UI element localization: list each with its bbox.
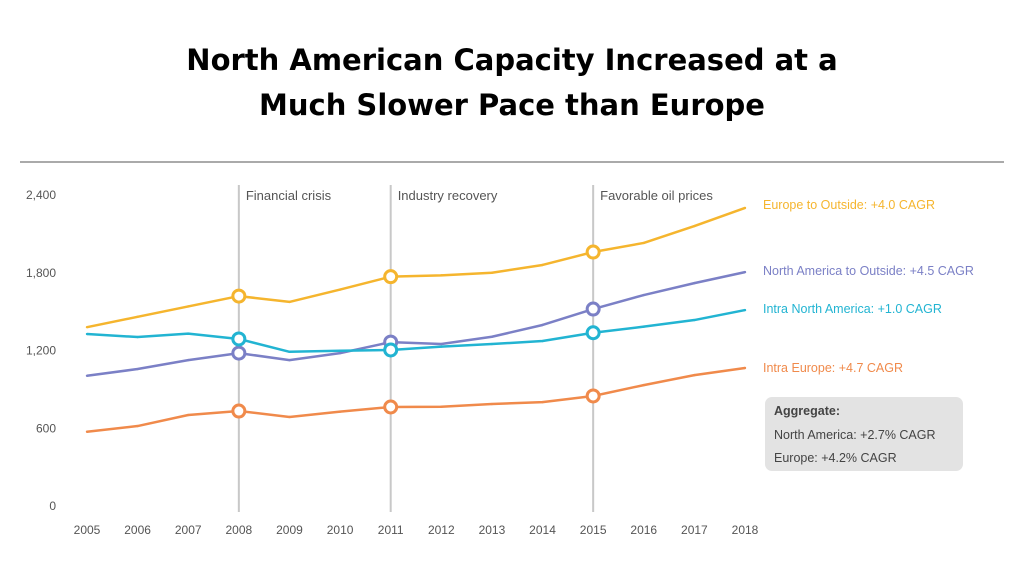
data-point [642, 293, 645, 297]
data-point [743, 366, 747, 370]
data-point [136, 367, 139, 371]
x-tick-label: 2005 [74, 523, 101, 537]
data-point [440, 274, 443, 277]
series-label: Europe to Outside: +4.0 CAGR [763, 198, 935, 212]
chart-title: North American Capacity Increased at a M… [0, 38, 1024, 128]
data-point-marker [231, 403, 247, 419]
x-tick-label: 2012 [428, 523, 455, 537]
data-point [440, 342, 443, 346]
x-tick-label: 2011 [378, 523, 404, 537]
y-tick-label: 1,200 [26, 344, 56, 358]
data-point [288, 415, 291, 419]
y-tick-label: 600 [36, 421, 56, 435]
data-point [338, 351, 342, 355]
event-label: Favorable oil prices [600, 188, 713, 203]
data-point [338, 349, 342, 352]
data-point-marker [383, 269, 399, 285]
series-line [86, 206, 746, 329]
series-label: North America to Outside: +4.5 CAGR [763, 264, 974, 278]
data-point [541, 263, 544, 267]
data-point [693, 318, 696, 322]
x-tick-label: 2018 [732, 523, 759, 537]
data-point-marker [585, 325, 601, 341]
data-point [440, 405, 443, 408]
aggregate-heading: Aggregate: [774, 404, 840, 418]
event-label: Financial crisis [246, 188, 332, 203]
x-tick-label: 2007 [175, 523, 202, 537]
data-point [136, 335, 139, 339]
series-label: Intra North America: +1.0 CAGR [763, 302, 942, 316]
data-point-marker [383, 342, 399, 358]
data-point [693, 224, 696, 228]
data-point [338, 410, 342, 413]
event-label: Industry recovery [398, 188, 498, 203]
data-point [187, 413, 190, 417]
data-point [541, 339, 544, 343]
y-tick-label: 2,400 [26, 188, 56, 202]
data-point [541, 400, 544, 404]
data-point [85, 430, 89, 433]
data-point [187, 305, 190, 308]
aggregate-box: Aggregate: North America: +2.7% CAGR Eur… [765, 397, 963, 471]
series-label: Intra Europe: +4.7 CAGR [763, 361, 903, 375]
data-point [288, 300, 291, 304]
y-tick-label: 0 [49, 499, 56, 513]
data-point [743, 206, 747, 210]
data-point [136, 315, 139, 319]
data-point [490, 342, 494, 346]
data-point [187, 358, 190, 362]
data-point [642, 383, 645, 387]
data-point [642, 325, 645, 328]
data-point [743, 270, 747, 274]
data-point [490, 402, 494, 406]
x-tick-label: 2013 [479, 523, 506, 537]
data-point [288, 358, 291, 362]
x-tick-label: 2006 [124, 523, 151, 537]
aggregate-north-america: North America: +2.7% CAGR [774, 428, 936, 442]
data-point [338, 288, 342, 291]
data-point [85, 325, 89, 329]
series-line [86, 270, 746, 378]
data-point-marker [383, 399, 399, 415]
data-point [288, 350, 291, 353]
data-point [490, 271, 494, 274]
data-point-marker [231, 345, 247, 361]
data-point [85, 374, 89, 377]
data-point-marker [585, 244, 601, 260]
title-line-1: North American Capacity Increased at a [186, 43, 838, 77]
data-point [136, 424, 139, 428]
x-tick-label: 2017 [681, 523, 708, 537]
data-point [642, 241, 645, 245]
data-point-marker [585, 301, 601, 317]
series-line [86, 308, 746, 354]
data-point [693, 281, 696, 285]
x-tick-label: 2015 [580, 523, 607, 537]
x-tick-label: 2016 [630, 523, 657, 537]
data-point-marker [585, 388, 601, 404]
data-point-marker [231, 288, 247, 304]
data-point [490, 335, 494, 338]
x-tick-label: 2008 [225, 523, 252, 537]
data-point [85, 332, 89, 336]
data-point [693, 373, 696, 377]
x-tick-label: 2010 [327, 523, 354, 537]
series-line [86, 366, 746, 433]
x-tick-label: 2009 [276, 523, 303, 537]
data-point [541, 323, 544, 327]
y-tick-label: 1,800 [26, 266, 56, 280]
data-point [187, 332, 190, 335]
data-point-marker [231, 331, 247, 347]
aggregate-europe: Europe: +4.2% CAGR [774, 451, 897, 465]
data-point [440, 345, 443, 348]
data-point [743, 308, 747, 312]
title-line-2: Much Slower Pace than Europe [259, 88, 765, 122]
x-tick-label: 2014 [529, 523, 556, 537]
